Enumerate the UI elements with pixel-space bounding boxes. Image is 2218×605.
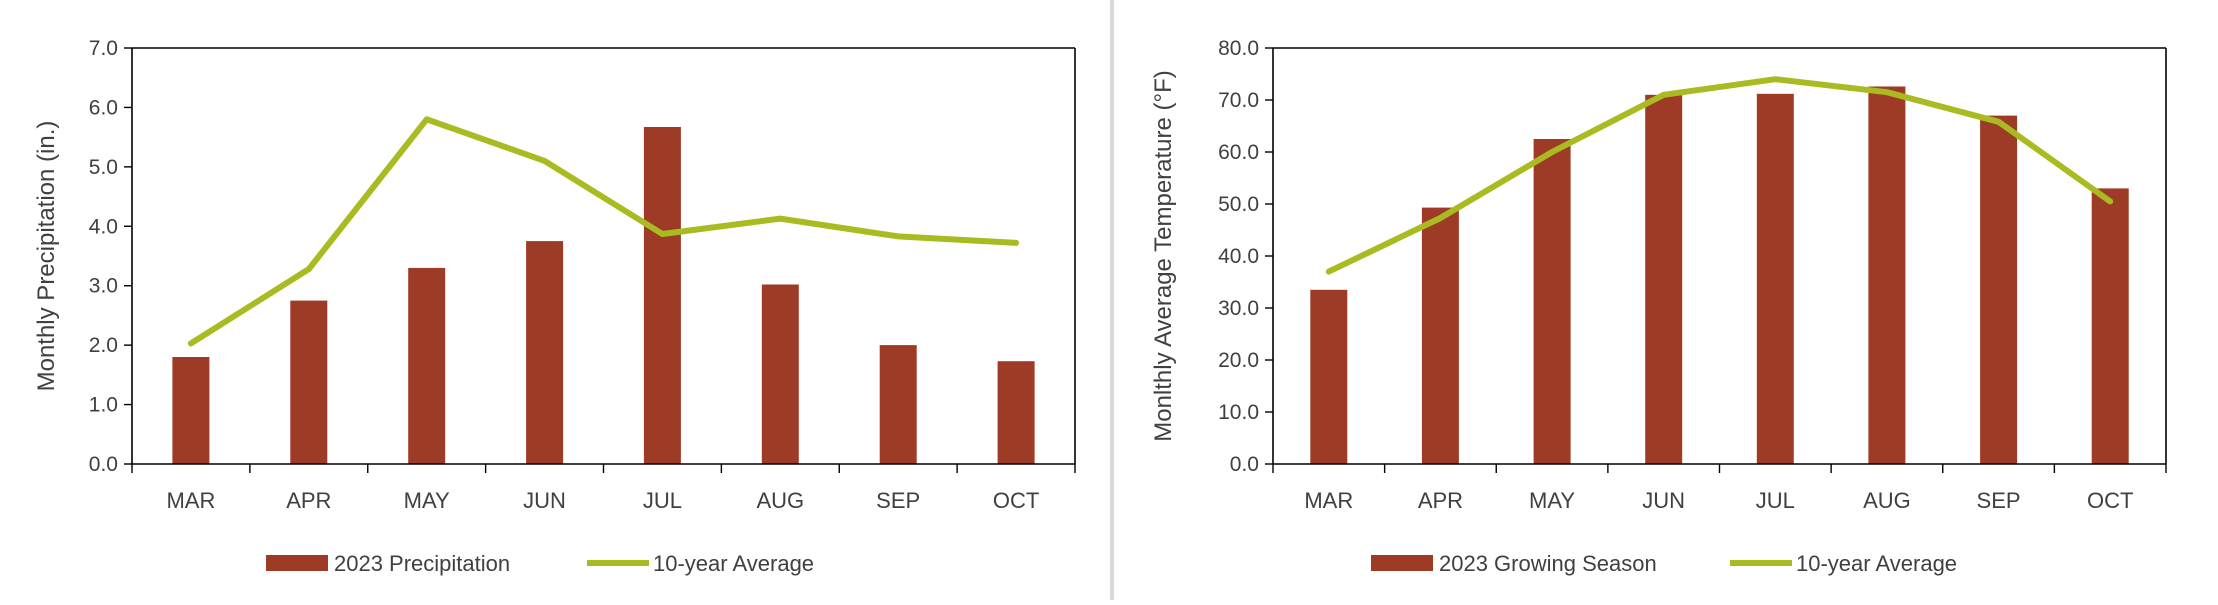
legend: 2023 Growing Season 10-year Average [1371,551,1957,576]
x-tick-label-oct: OCT [2087,488,2133,513]
bar-jun [526,241,564,464]
bar-sep [879,345,917,464]
bar-aug [761,284,799,464]
average-line [187,116,1020,347]
bar-may [408,267,446,464]
y-tick-label: 40.0 [1218,245,1259,268]
y-tick-label: 70.0 [1218,89,1259,112]
y-tick-label: 7.0 [89,37,118,60]
y-tick-label: 6.0 [89,96,118,119]
average-line [1325,76,2114,275]
bar-oct [997,361,1035,464]
legend-bar-label: 2023 Growing Season [1439,551,1657,576]
x-tick-label-apr: APR [286,488,331,513]
bar-sep [1980,115,2018,464]
x-tick-label-oct: OCT [993,488,1039,513]
legend-line-label: 10-year Average [653,551,814,576]
temperature-chart: 0.0 10.0 20.0 30.0 40.0 50.0 60.0 70.0 80.0 MAR AP… [1150,37,2167,576]
x-tick-label-mar: MAR [166,488,215,513]
x-tick-label-jun: JUN [523,488,566,513]
y-tick-label: 80.0 [1218,37,1259,60]
x-tick-label-mar: MAR [1304,488,1353,513]
y-tick-label: 3.0 [89,275,118,298]
x-tick-label-apr: APR [1418,488,1463,513]
y-tick-label: 0.0 [1230,453,1259,476]
y-tick-label: 30.0 [1218,297,1259,320]
x-tick-label-jun: JUN [1642,488,1685,513]
precipitation-chart-panel: 0.0 1.0 2.0 3.0 4.0 5.0 6.0 7.0 MAR APR MAY JUN JUL A… [0,0,1110,600]
y-tick-label: 4.0 [89,215,118,238]
bar-mar [1310,289,1348,464]
bar-may [1533,139,1571,464]
bar-apr [290,300,328,464]
y-axis-label: Monthly Precipitation (in.) [33,121,60,392]
bar-apr [1421,207,1459,464]
x-tick-label-sep: SEP [1977,488,2021,513]
bar-jul [1756,93,1794,465]
x-tick-label-aug: AUG [1863,488,1911,513]
x-tick-label-jul: JUL [643,488,682,513]
precipitation-chart: 0.0 1.0 2.0 3.0 4.0 5.0 6.0 7.0 MAR APR MAY JUN JUL A… [33,37,1076,576]
legend: 2023 Precipitation 10-year Average [266,551,814,576]
y-tick-label: 1.0 [89,394,118,417]
bar-jun [1645,94,1683,465]
bar-aug [1868,86,1906,464]
legend-bar-swatch [266,555,328,571]
x-tick-label-aug: AUG [756,488,804,513]
bar-oct [2091,188,2129,464]
x-tick-label-jul: JUL [1756,488,1795,513]
bar-jul [643,127,681,464]
y-tick-label: 50.0 [1218,193,1259,216]
x-tick-label-may: MAY [1529,488,1575,513]
legend-line-label: 10-year Average [1796,551,1957,576]
bar-series [172,127,1035,464]
bar-mar [172,357,210,464]
bar-series [1310,86,2129,465]
legend-bar-swatch [1371,555,1433,571]
temperature-chart-panel: 0.0 10.0 20.0 30.0 40.0 50.0 60.0 70.0 80.0 MAR AP… [1114,0,2218,600]
y-tick-label: 20.0 [1218,349,1259,372]
x-tick-label-may: MAY [404,488,450,513]
panel-divider [1110,0,1114,600]
y-tick-label: 0.0 [89,453,118,476]
y-tick-label: 5.0 [89,156,118,179]
x-tick-label-sep: SEP [876,488,920,513]
y-tick-label: 2.0 [89,334,118,357]
y-tick-label: 60.0 [1218,141,1259,164]
y-tick-label: 10.0 [1218,401,1259,424]
legend-bar-label: 2023 Precipitation [334,551,510,576]
y-axis-label: Monlthly Average Temperature (°F) [1150,70,1177,442]
